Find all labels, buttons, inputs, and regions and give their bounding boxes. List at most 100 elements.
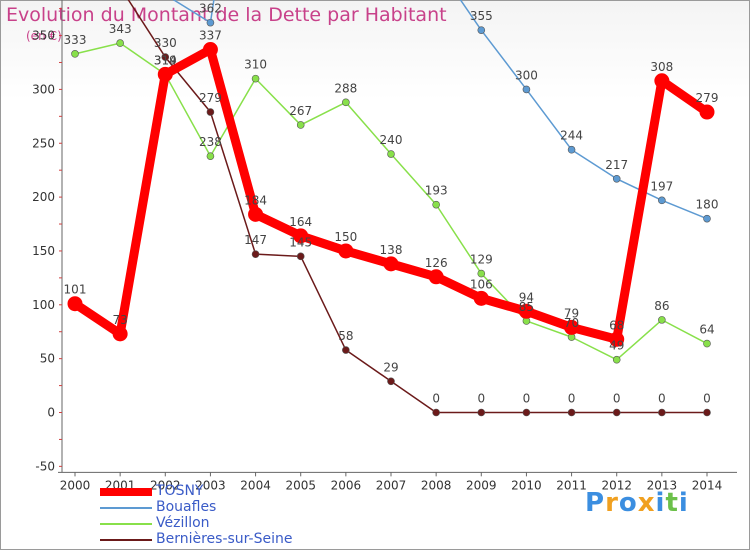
chart-title: Evolution du Montant de la Dette par Hab… [6,4,447,26]
data-label: 49 [609,339,624,353]
data-label: 310 [244,58,267,72]
y-tick-label: 50 [40,352,55,366]
data-point [658,316,666,324]
data-point [518,303,534,319]
data-point [206,108,215,116]
data-label: 138 [380,243,403,257]
data-label: 193 [425,184,448,198]
data-label: 126 [425,256,448,270]
y-tick-label: 250 [32,136,55,150]
x-tick-label: 2014 [692,478,723,492]
data-point [202,42,218,58]
data-point [251,250,260,258]
legend-swatch [100,539,152,541]
data-label: 362 [199,2,222,16]
legend-item-0: TOSNY [100,483,320,499]
data-point [387,377,395,386]
chart-subtitle: (en €) [26,29,62,43]
x-tick-label: 2008 [421,478,452,492]
data-label: 180 [696,198,719,212]
data-point [609,331,625,347]
data-point [703,214,711,223]
legend-label: Vézillon [156,515,210,531]
data-label: 238 [199,135,222,149]
data-label: 129 [470,253,493,267]
x-tick-label: 2005 [285,478,316,492]
x-tick-label: 2011 [556,478,587,492]
legend-item-1: Bouafles [100,499,320,515]
data-point [477,408,486,417]
data-point [296,121,305,129]
data-label: 86 [654,299,669,313]
data-label: 279 [199,91,222,105]
series-line-0 [70,45,712,344]
data-label: 184 [244,193,267,207]
data-point [67,296,83,312]
data-label: 240 [380,133,403,147]
data-point [116,39,124,47]
data-point [477,269,486,278]
legend-item-3: Bernières-sur-Seine [100,531,320,547]
data-point [342,346,350,354]
data-point [248,206,264,222]
y-tick-label: 300 [32,82,55,96]
data-point [206,18,215,27]
x-tick-label: 2002 [150,478,181,492]
data-label: 0 [658,392,666,406]
data-label: 73 [113,313,128,327]
data-label: 64 [699,323,714,337]
data-label: 343 [109,22,132,36]
data-label: 0 [523,392,531,406]
data-label: 145 [289,235,312,249]
legend-swatch [100,523,152,525]
data-label: 288 [334,81,357,95]
data-label: 279 [696,91,719,105]
data-label: 0 [568,392,576,406]
y-tick-label: 200 [32,190,55,204]
data-point [699,104,715,120]
x-tick-label: 2009 [466,478,497,492]
data-point [161,53,170,61]
data-label: 217 [605,158,628,172]
y-tick-label: -50 [35,459,55,473]
data-label: 244 [560,129,583,143]
data-point [564,319,580,335]
data-label: 150 [334,230,357,244]
data-label: 330 [154,36,177,50]
data-label: 308 [650,60,673,74]
data-label: 85 [519,300,534,314]
data-label: 70 [564,316,579,330]
data-point [567,145,576,154]
legend-swatch [100,488,152,496]
data-point [206,152,215,160]
data-label: 267 [289,104,312,118]
data-point [612,408,621,417]
data-point [703,339,711,348]
data-label: 68 [609,318,624,332]
data-label: 355 [470,9,493,23]
y-tick-label: 150 [32,244,55,258]
data-label: 333 [64,33,87,47]
data-point [432,200,440,209]
data-label: 314 [154,53,177,67]
data-point [522,408,531,417]
data-point [432,408,440,417]
data-point [338,243,354,259]
x-tick-label: 2007 [376,478,407,492]
data-point [157,66,173,82]
x-tick-label: 2000 [60,478,91,492]
data-point [293,228,309,244]
series-line-1 [172,0,708,220]
legend-label: Bernières-sur-Seine [156,531,293,547]
data-label: 106 [470,277,493,291]
x-tick-label: 2010 [511,478,542,492]
data-point [612,355,621,364]
data-point [658,408,666,417]
data-point [296,252,305,261]
x-tick-label: 2003 [195,478,226,492]
data-point [383,256,399,272]
legend-item-2: Vézillon [100,515,320,531]
data-label: 94 [519,290,534,304]
x-tick-label: 2013 [647,478,678,492]
data-label: 319 [154,53,177,67]
